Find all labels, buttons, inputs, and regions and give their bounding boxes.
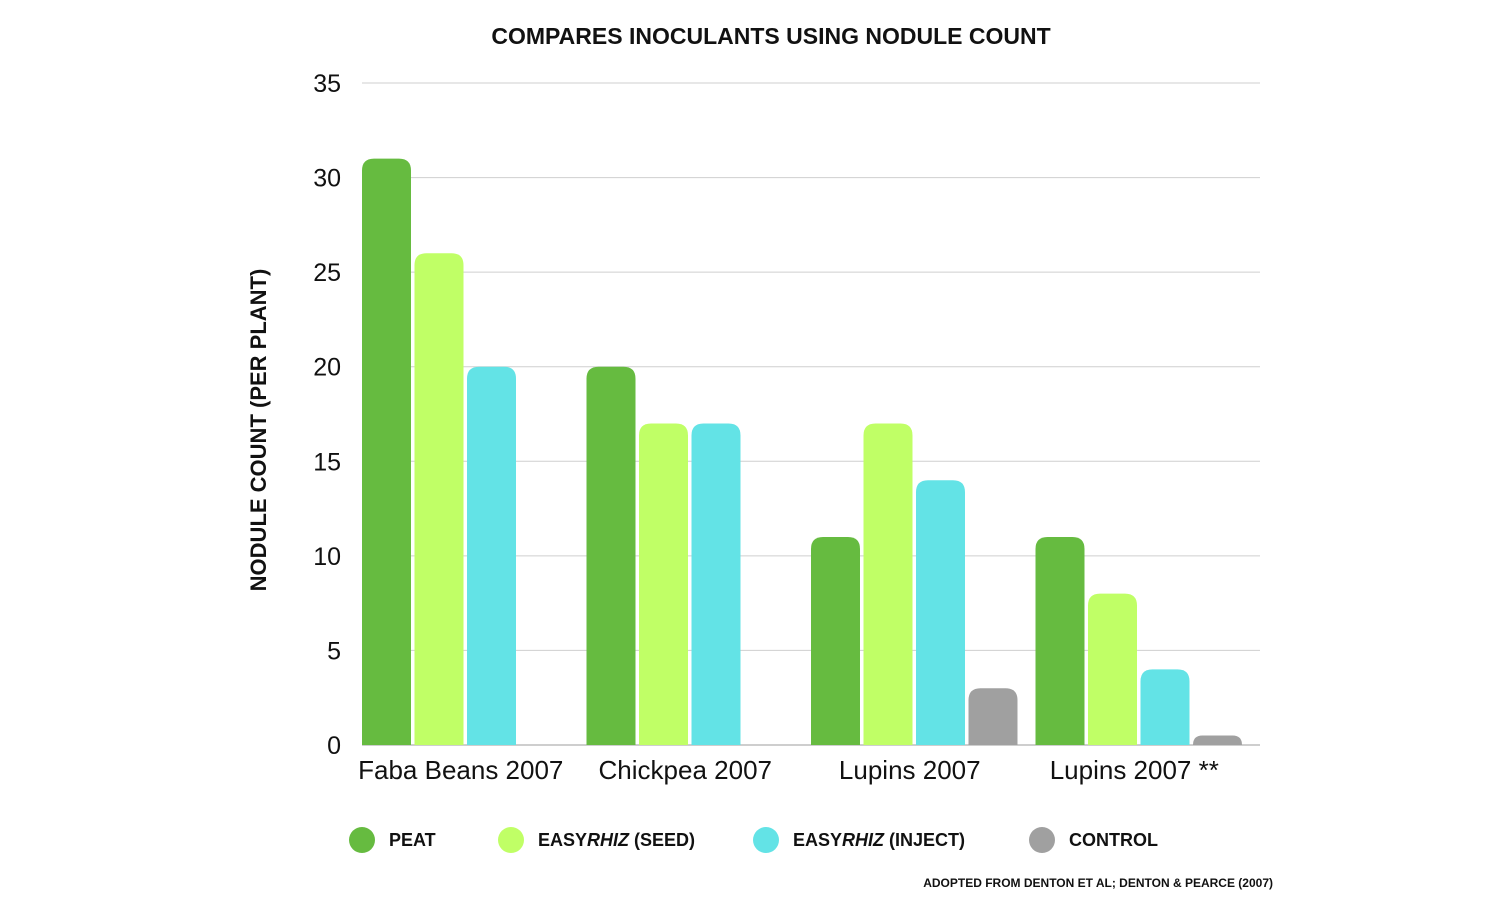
- legend-item: CONTROL: [1029, 827, 1158, 853]
- legend-label: PEAT: [389, 830, 436, 850]
- legend-swatch: [349, 827, 375, 853]
- legend-label-part: EASY: [793, 830, 842, 850]
- legend-label: CONTROL: [1069, 830, 1158, 850]
- legend-item: PEAT: [349, 827, 436, 853]
- legend: PEAT EASYRHIZ (SEED) EASYRHIZ (INJECT) CONT…: [349, 827, 1158, 853]
- bar-peat-4: [1035, 536, 1085, 745]
- bar-easyrhiz-inject-4: [1140, 669, 1190, 745]
- legend-item: EASYRHIZ (SEED): [498, 827, 695, 853]
- bar-easyrhiz-inject-3: [916, 480, 965, 745]
- bar-peat-2: [586, 366, 636, 745]
- bar-easyrhiz-seed-3: [863, 423, 913, 745]
- legend-label-part: PEAT: [389, 830, 436, 850]
- y-tick-label: 25: [313, 259, 341, 287]
- y-axis-ticks: 0 5 10 15 20 25 30 35: [313, 70, 341, 760]
- legend-label-part: (SEED): [629, 830, 695, 850]
- y-tick-label: 15: [313, 448, 341, 476]
- legend-label-part: EASY: [538, 830, 587, 850]
- x-category-label: Lupins 2007: [839, 755, 981, 785]
- x-category-label: Faba Beans 2007: [358, 755, 563, 785]
- legend-label-part: RHIZ: [842, 830, 885, 850]
- bar-easyrhiz-seed-1: [414, 253, 464, 745]
- y-tick-label: 20: [313, 354, 341, 382]
- source-note: ADOPTED FROM DENTON ET AL; DENTON & PEAR…: [923, 876, 1273, 890]
- y-tick-label: 30: [313, 165, 341, 193]
- legend-item: EASYRHIZ (INJECT): [753, 827, 965, 853]
- x-category-label: Lupins 2007 **: [1050, 755, 1219, 785]
- bar-peat-1: [362, 158, 411, 745]
- legend-swatch: [1029, 827, 1055, 853]
- legend-swatch: [498, 827, 524, 853]
- legend-label-part: (INJECT): [884, 830, 965, 850]
- x-axis-category-labels: Faba Beans 2007 Chickpea 2007 Lupins 2007 L…: [358, 755, 1219, 785]
- legend-swatch: [753, 827, 779, 853]
- bars: [362, 158, 1242, 745]
- bar-easyrhiz-seed-2: [639, 423, 688, 745]
- y-tick-label: 10: [313, 543, 341, 571]
- y-tick-label: 35: [313, 70, 341, 98]
- bar-easyrhiz-inject-1: [467, 366, 516, 745]
- bar-control-4: [1193, 735, 1242, 745]
- y-tick-label: 5: [327, 637, 341, 665]
- x-category-label: Chickpea 2007: [599, 755, 772, 785]
- bar-peat-3: [811, 536, 860, 745]
- y-axis-title: NODULE COUNT (PER PLANT): [246, 269, 271, 592]
- bar-easyrhiz-inject-2: [691, 423, 741, 745]
- legend-label: EASYRHIZ (SEED): [538, 830, 695, 850]
- y-tick-label: 0: [327, 732, 341, 760]
- bar-control-3: [968, 688, 1018, 745]
- chart-title: COMPARES INOCULANTS USING NODULE COUNT: [491, 23, 1050, 49]
- legend-label: EASYRHIZ (INJECT): [793, 830, 965, 850]
- legend-label-part: RHIZ: [587, 830, 630, 850]
- bar-easyrhiz-seed-4: [1088, 593, 1137, 745]
- legend-label-part: CONTROL: [1069, 830, 1158, 850]
